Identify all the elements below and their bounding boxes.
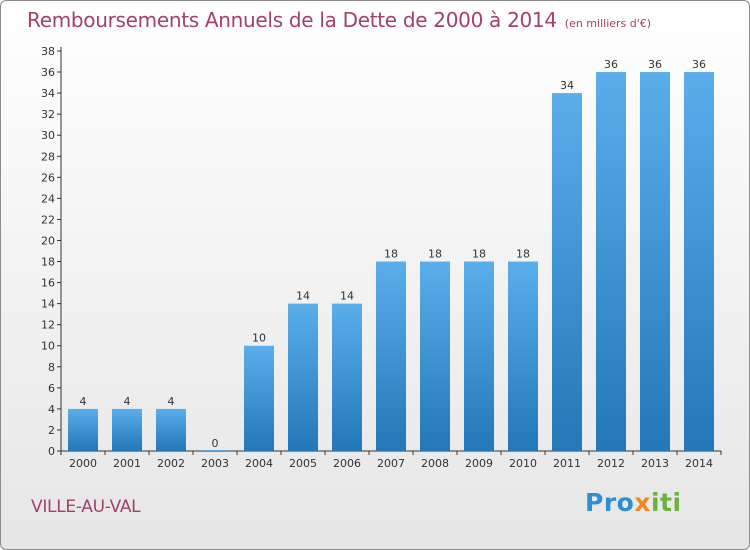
bar: [156, 408, 186, 451]
proxiti-logo: Proxiti: [585, 488, 682, 517]
bar: [376, 261, 406, 451]
y-tick-label: 2: [48, 424, 55, 437]
logo-part-2: x: [634, 488, 651, 517]
x-tick-label: 2000: [69, 457, 97, 470]
x-tick-label: 2008: [421, 457, 449, 470]
x-tick-label: 2009: [465, 457, 493, 470]
bar: [552, 93, 582, 452]
bar: [200, 450, 230, 451]
place-name: VILLE-AU-VAL: [31, 497, 141, 517]
bar: [68, 408, 98, 451]
data-label: 0: [212, 437, 219, 450]
y-tick-label: 12: [41, 319, 55, 332]
bar: [508, 261, 538, 451]
data-label: 18: [384, 248, 398, 261]
x-tick-label: 2003: [201, 457, 229, 470]
bar: [464, 261, 494, 451]
data-label: 10: [252, 332, 266, 345]
bar: [596, 72, 626, 451]
data-label: 34: [560, 79, 574, 92]
y-tick-label: 38: [41, 45, 55, 58]
y-tick-label: 16: [41, 277, 55, 290]
bar: [640, 72, 670, 451]
y-tick-label: 10: [41, 340, 55, 353]
bar: [244, 345, 274, 451]
chart-title: Remboursements Annuels de la Dette de 20…: [27, 8, 651, 32]
data-label: 4: [80, 395, 87, 408]
x-tick-label: 2002: [157, 457, 185, 470]
x-tick-label: 2005: [289, 457, 317, 470]
logo-part-1: Pro: [585, 488, 635, 517]
x-tick-label: 2001: [113, 457, 141, 470]
bar: [420, 261, 450, 451]
logo-part-3: iti: [650, 488, 682, 517]
y-tick-label: 36: [41, 66, 55, 79]
data-label: 4: [168, 395, 175, 408]
chart-title-text: Remboursements Annuels de la Dette de 20…: [27, 8, 557, 32]
y-tick-label: 26: [41, 171, 55, 184]
y-tick-label: 6: [48, 382, 55, 395]
y-tick-label: 22: [41, 213, 55, 226]
y-tick-label: 28: [41, 150, 55, 163]
y-tick-label: 4: [48, 403, 55, 416]
x-tick-label: 2010: [509, 457, 537, 470]
data-label: 36: [692, 58, 706, 71]
y-tick-label: 14: [41, 298, 55, 311]
x-tick-label: 2012: [597, 457, 625, 470]
y-tick-label: 20: [41, 234, 55, 247]
y-tick-label: 24: [41, 192, 55, 205]
x-tick-label: 2011: [553, 457, 581, 470]
y-tick-label: 32: [41, 108, 55, 121]
bar: [684, 72, 714, 451]
x-tick-label: 2006: [333, 457, 361, 470]
data-label: 18: [472, 248, 486, 261]
x-tick-label: 2007: [377, 457, 405, 470]
bar: [112, 408, 142, 451]
data-label: 18: [516, 248, 530, 261]
bar: [288, 303, 318, 451]
data-label: 18: [428, 248, 442, 261]
x-tick-label: 2013: [641, 457, 669, 470]
chart-bars: [68, 72, 714, 452]
chart-data-labels: 4 4 4 0 10 14 14 18 18 18 18 34 36 36 36: [80, 58, 707, 450]
chart-subtitle: (en milliers d'€): [564, 17, 652, 30]
data-label: 36: [604, 58, 618, 71]
y-tick-label: 18: [41, 256, 55, 269]
data-label: 36: [648, 58, 662, 71]
y-tick-label: 30: [41, 129, 55, 142]
y-tick-label: 0: [48, 445, 55, 458]
data-label: 4: [124, 395, 131, 408]
x-tick-label: 2014: [685, 457, 713, 470]
bar: [332, 303, 362, 451]
y-tick-label: 8: [48, 361, 55, 374]
data-label: 14: [340, 290, 354, 303]
y-tick-label: 34: [41, 87, 55, 100]
x-tick-label: 2004: [245, 457, 273, 470]
data-label: 14: [296, 290, 310, 303]
